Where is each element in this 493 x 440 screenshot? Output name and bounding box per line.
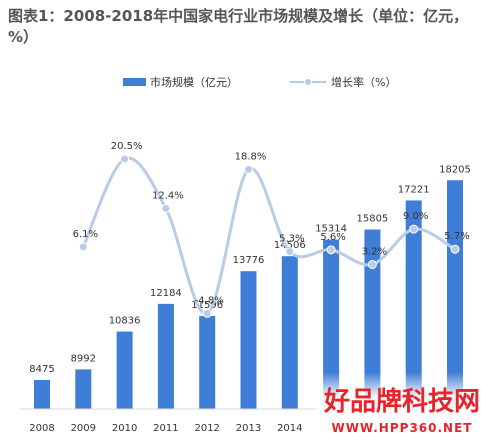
bar-value-labels: 8475 8992 10836 12184 11596 13776 14506 15314 15… (29, 164, 471, 375)
bar-2013 (240, 271, 257, 409)
bar-2017 (405, 200, 422, 409)
bar-2015 (323, 239, 340, 409)
x-tick-label-2011: 2011 (153, 423, 178, 434)
bar-value-label-2009: 8992 (71, 353, 96, 364)
legend: 市场规模（亿元） 增长率（%） (123, 75, 396, 89)
growth-line-series (78, 154, 460, 318)
bar-value-label-2011: 12184 (150, 288, 182, 299)
bar-2018 (447, 180, 463, 409)
growth-value-label-2011: 12.4% (152, 190, 184, 201)
bar-series (34, 180, 463, 409)
watermark-brand: 好品牌科技网 (323, 386, 480, 417)
legend-bar-label: 市场规模（亿元） (150, 75, 238, 89)
bar-value-label-2018: 18205 (439, 164, 471, 175)
x-tick-label-2010: 2010 (112, 423, 137, 434)
legend-line-label: 增长率（%） (331, 75, 396, 89)
x-tick-label-2008: 2008 (29, 423, 54, 434)
bar-value-label-2008: 8475 (29, 364, 54, 375)
bar-value-label-2013: 13776 (233, 255, 265, 266)
x-tick-label-2013: 2013 (236, 423, 261, 434)
bar-2010 (116, 331, 133, 409)
bar-value-label-2015: 15314 (315, 224, 347, 235)
bar-2011 (157, 303, 174, 409)
growth-point-2014 (285, 247, 295, 257)
bar-value-label-2016: 15805 (356, 214, 388, 225)
growth-value-label-2018: 5.7% (444, 231, 469, 242)
bar-2009 (75, 369, 92, 409)
bar-2012 (199, 315, 216, 409)
watermark: 好品牌科技网 WWW.HPP360.NET (318, 372, 493, 440)
growth-point-2012 (202, 308, 212, 318)
growth-point-2013 (244, 164, 253, 174)
chart-title: 图表1：2008-2018年中国家电行业市场规模及增长（单位：亿元，%） (8, 7, 469, 46)
growth-value-label-2013: 18.8% (235, 151, 267, 162)
watermark-url: WWW.HPP360.NET (332, 421, 473, 435)
growth-value-labels: 6.1% 20.5% 12.4% -4.8% 18.8% 5.3% 5.6% 3.2% 9.0%… (73, 141, 470, 306)
bar-value-label-2012: 11596 (191, 300, 223, 311)
bar-value-label-2017: 17221 (398, 184, 430, 195)
growth-point-2017 (409, 224, 419, 234)
bar-2016 (364, 229, 381, 409)
legend-line-marker (304, 78, 312, 86)
bar-2014 (281, 256, 298, 409)
growth-value-label-2009: 6.1% (73, 229, 98, 240)
growth-point-2016 (367, 259, 377, 269)
growth-point-2018 (450, 244, 460, 254)
growth-value-label-2010: 20.5% (111, 141, 143, 152)
bar-2008 (34, 380, 50, 409)
growth-point-2009 (78, 242, 88, 252)
x-tick-label-2014: 2014 (277, 423, 302, 434)
growth-value-label-2016: 3.2% (362, 246, 387, 257)
growth-value-label-2015: 5.6% (320, 232, 345, 243)
growth-value-label-2017: 9.0% (403, 211, 428, 222)
legend-bar-swatch (123, 78, 146, 86)
growth-value-label-2014: 5.3% (279, 234, 304, 245)
growth-point-2010 (120, 154, 130, 164)
x-tick-label-2009: 2009 (71, 423, 96, 434)
watermark-fade (318, 372, 493, 440)
growth-point-2015 (326, 245, 336, 255)
bar-value-label-2014: 14506 (274, 240, 306, 251)
bar-value-label-2010: 10836 (109, 316, 141, 327)
growth-value-label-2012: -4.8% (195, 295, 224, 306)
x-tick-label-2012: 2012 (194, 423, 219, 434)
growth-point-2011 (161, 203, 171, 213)
growth-line (81, 156, 456, 315)
